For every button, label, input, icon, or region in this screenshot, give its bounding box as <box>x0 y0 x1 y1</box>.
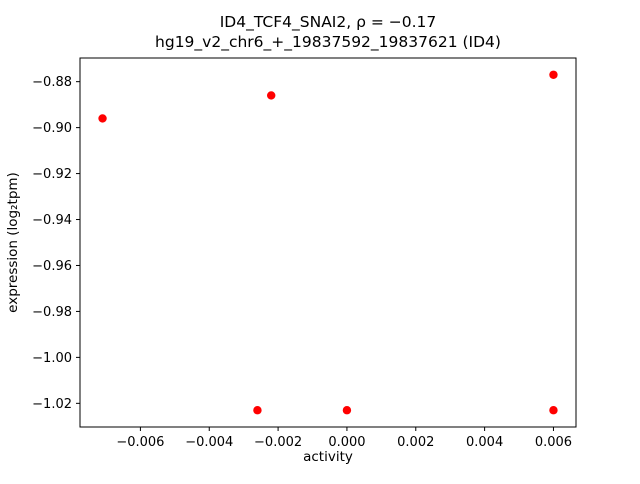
y-tick-label: −1.00 <box>32 351 72 366</box>
y-tick-label: −0.92 <box>32 167 72 182</box>
x-tick-label: 0.002 <box>397 435 434 450</box>
chart-title-line2: hg19_v2_chr6_+_19837592_19837621 (ID4) <box>155 33 501 52</box>
x-tick-label: 0.000 <box>328 435 365 450</box>
y-axis-label: expression (log₂tpm) <box>5 172 21 313</box>
x-tick-label: −0.002 <box>254 435 302 450</box>
data-point <box>342 406 352 415</box>
x-axis-label: activity <box>303 449 353 465</box>
data-point <box>267 91 276 100</box>
x-tick-label: −0.006 <box>116 435 164 450</box>
y-tick-label: −0.94 <box>32 213 72 228</box>
x-tick-label: 0.004 <box>466 435 503 450</box>
plot-area-border <box>79 57 577 428</box>
y-tick-label: −0.98 <box>32 305 72 320</box>
y-tick-label: −0.96 <box>32 259 72 274</box>
plot-contents: −0.006 −0.004 −0.002 0.000 0.002 0.004 0.006 −0… <box>32 70 572 450</box>
data-point <box>98 114 107 123</box>
data-point <box>549 406 558 415</box>
y-tick-label: −1.02 <box>32 397 72 412</box>
x-tick-label: −0.004 <box>185 435 233 450</box>
y-tick-label: −0.90 <box>32 121 72 136</box>
y-tick-label: −0.88 <box>32 75 72 90</box>
data-point <box>549 70 558 79</box>
chart-title-line1: ID4_TCF4_SNAI2, ρ = −0.17 <box>220 13 437 32</box>
x-tick-label: 0.006 <box>535 435 572 450</box>
data-point <box>253 406 262 415</box>
